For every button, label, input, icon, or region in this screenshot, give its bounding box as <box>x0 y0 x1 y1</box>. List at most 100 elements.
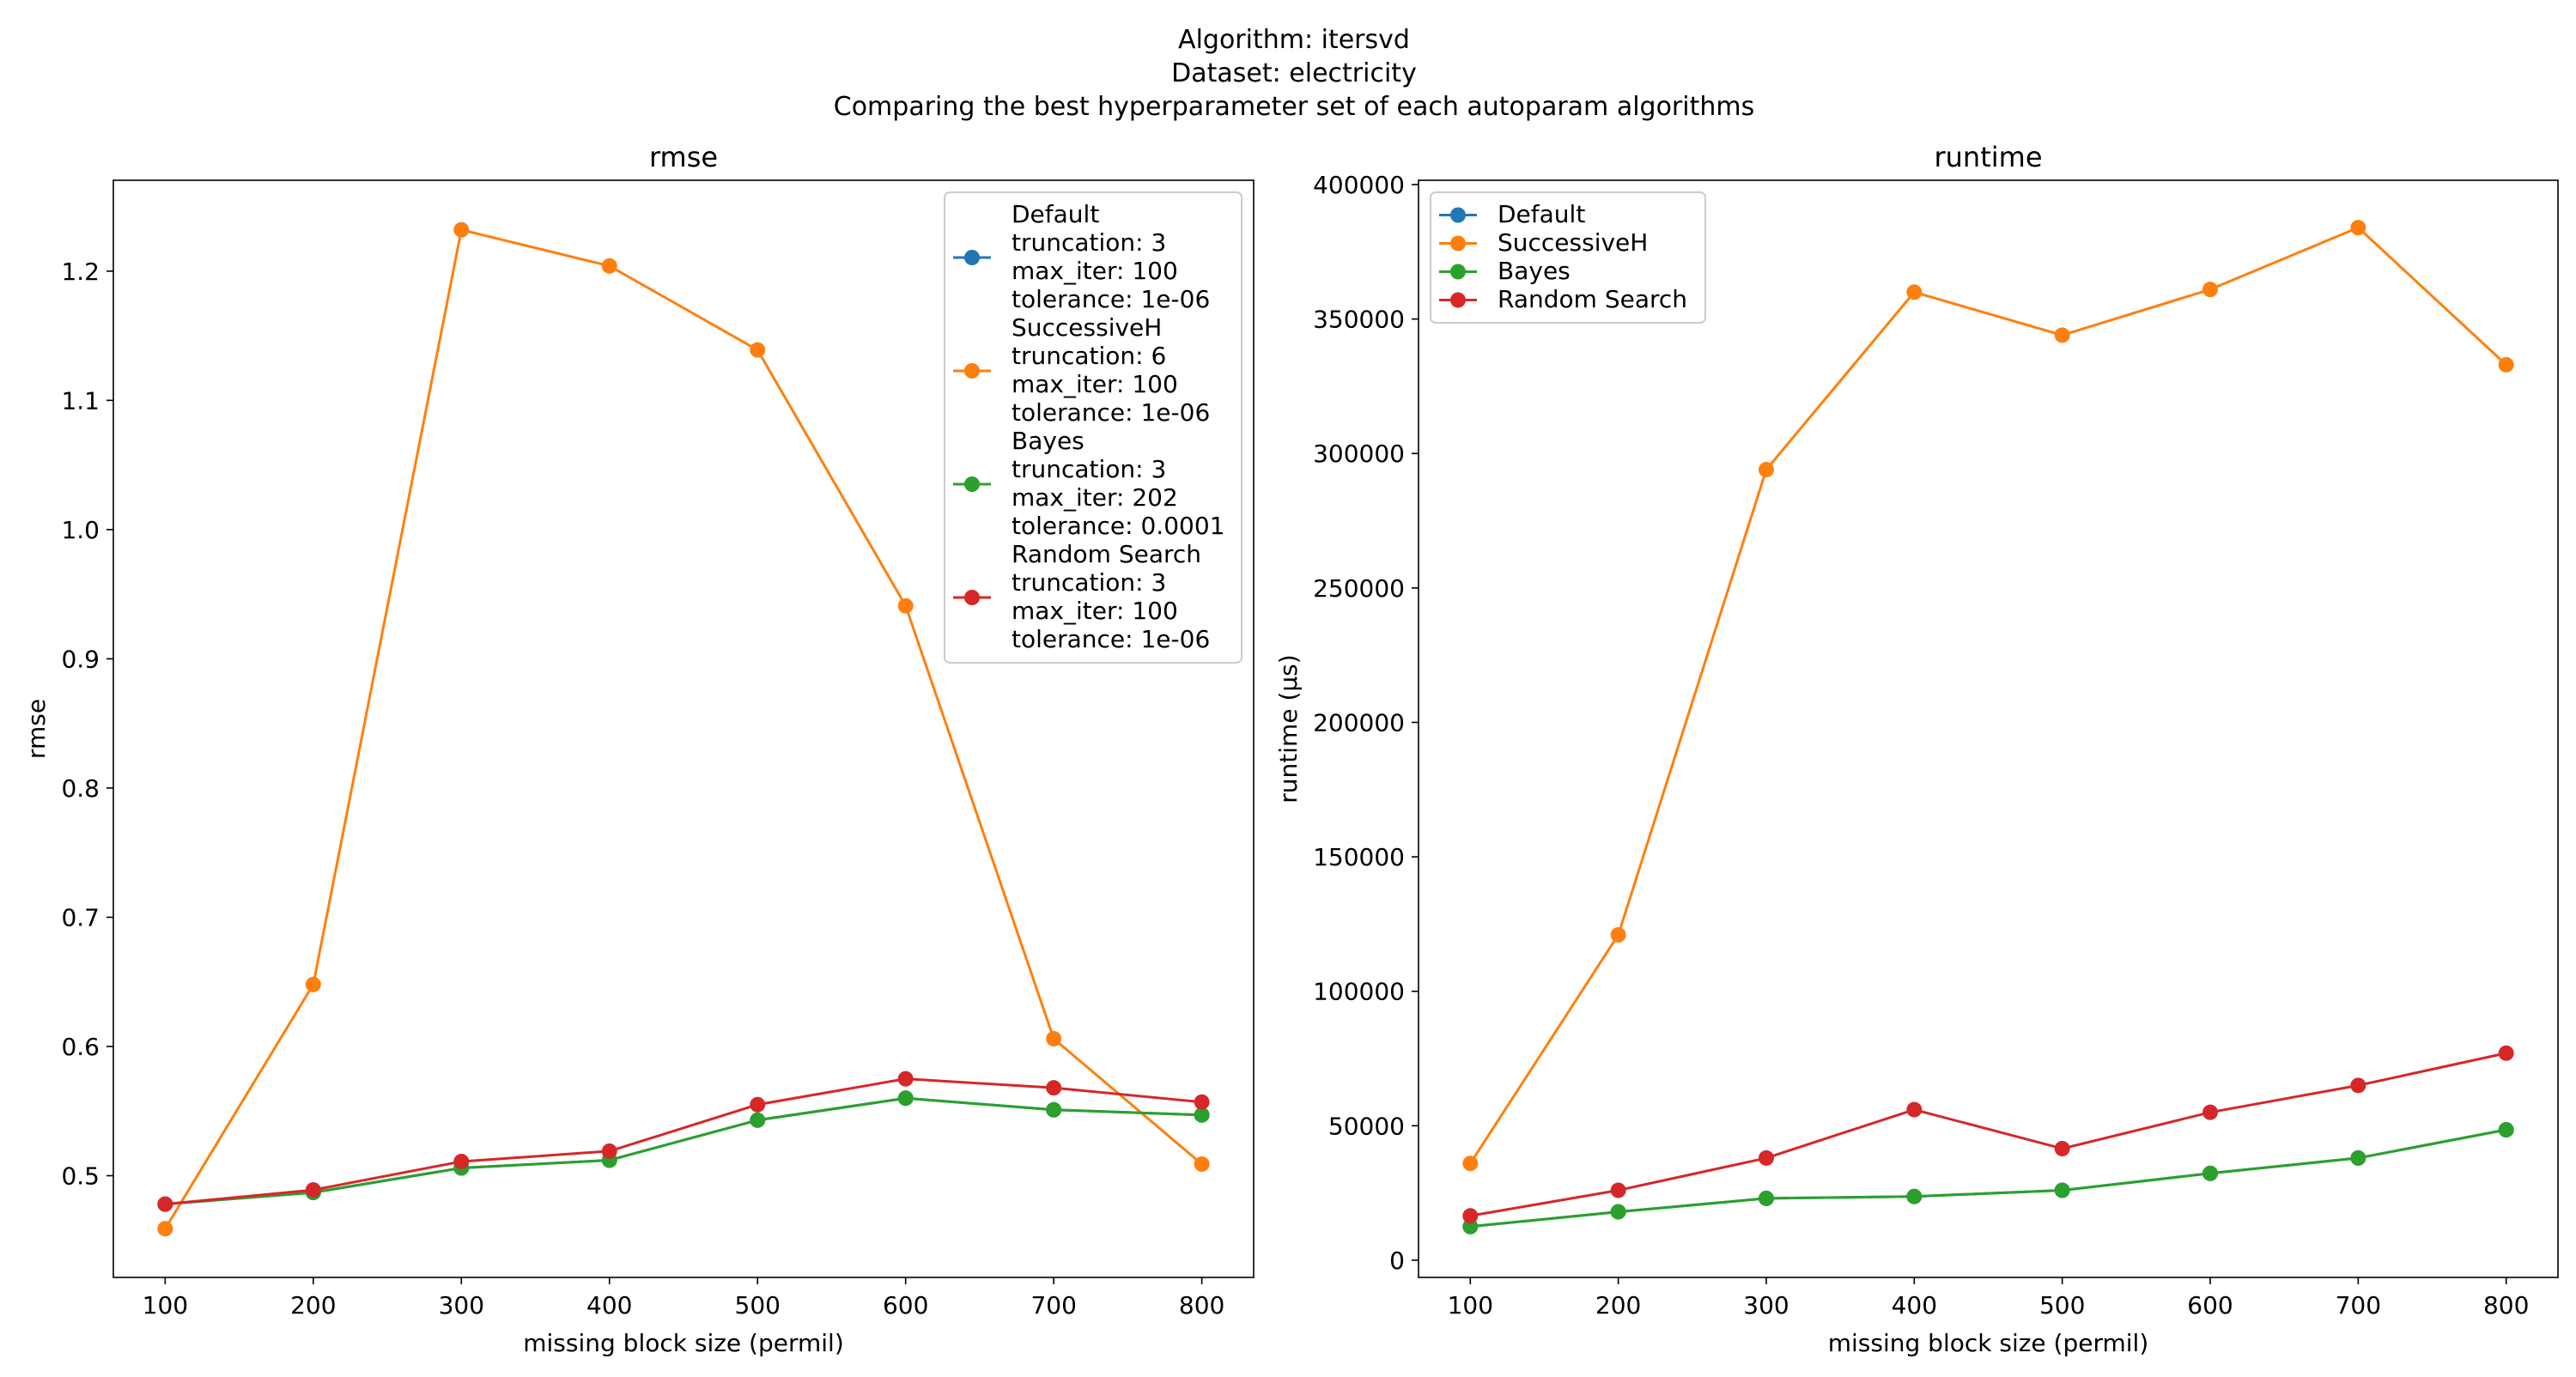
plot-frame <box>112 179 1255 1278</box>
x-tick-label: 100 <box>1448 1291 1493 1319</box>
series-line-successiveh <box>164 228 1203 1230</box>
data-point-successiveh <box>2350 220 2366 236</box>
y-tick-label: 0.7 <box>61 903 100 931</box>
x-tick-label: 400 <box>586 1291 632 1319</box>
x-tick-label: 300 <box>439 1291 484 1319</box>
data-point-bayes <box>1462 1218 1479 1234</box>
runtime-subplot: runtime 100 200 300 400 500 600 700 800 0 50000 100… <box>1274 141 2559 1357</box>
data-point-successiveh <box>1462 1156 1479 1172</box>
figure-title-line-3: Comparing the best hyperparameter set of… <box>834 92 1755 122</box>
data-point-successiveh <box>1906 284 1923 300</box>
legend-label: truncation: 3 <box>1012 568 1166 597</box>
data-point-random <box>1194 1094 1210 1110</box>
subplot-title: rmse <box>649 141 718 173</box>
data-point-successiveh <box>750 342 766 358</box>
y-tick-label: 300000 <box>1313 440 1405 468</box>
y-axis-label: runtime (µs) <box>1274 654 1303 803</box>
x-tick-label: 800 <box>1179 1291 1224 1319</box>
x-tick-label: 200 <box>290 1291 336 1319</box>
data-point-random <box>601 1143 617 1159</box>
data-point-random <box>2054 1140 2070 1156</box>
figure-title-line-1: Algorithm: itersvd <box>1178 25 1410 55</box>
y-tick-label: 1.0 <box>61 516 100 544</box>
data-point-bayes <box>1046 1101 1062 1118</box>
y-tick-label: 100000 <box>1313 978 1405 1006</box>
data-point-bayes <box>750 1112 766 1128</box>
legend-label: max_iter: 100 <box>1012 257 1178 285</box>
y-tick-label: 250000 <box>1313 574 1405 603</box>
data-point-successiveh <box>1758 462 1774 478</box>
legend-label: SuccessiveH <box>1498 228 1648 257</box>
data-point-random <box>1610 1182 1626 1198</box>
y-tick-label: 0.9 <box>61 645 100 673</box>
data-point-random <box>2498 1045 2514 1061</box>
series-line-bayes <box>165 1096 1202 1206</box>
data-point-bayes <box>1610 1204 1626 1220</box>
data-point-successiveh <box>897 598 914 614</box>
data-point-successiveh <box>1046 1030 1062 1046</box>
data-point-bayes <box>2350 1150 2366 1166</box>
legend-box <box>1430 191 1706 324</box>
legend-swatch-marker <box>1450 235 1466 252</box>
data-point-successiveh <box>1610 926 1626 943</box>
y-tick-label: 0.5 <box>61 1162 100 1191</box>
legend-label: tolerance: 1e-06 <box>1012 285 1210 313</box>
data-point-bayes <box>2054 1182 2070 1198</box>
legend-box <box>944 191 1242 664</box>
x-axis-label: missing block size (permil) <box>1828 1329 2149 1357</box>
data-point-bayes <box>1758 1190 1774 1206</box>
data-point-random <box>1758 1150 1774 1166</box>
y-tick-label: 0.8 <box>61 774 100 803</box>
legend-swatch-marker <box>1450 207 1466 223</box>
plot-frame <box>1418 179 2559 1278</box>
y-tick-label: 0 <box>1389 1247 1405 1275</box>
y-tick-label: 1.2 <box>61 258 100 286</box>
legend-entry-random: Random Search <box>1439 285 1687 313</box>
x-tick-label: 800 <box>2483 1291 2529 1319</box>
series-line-bayes <box>1470 1128 2506 1228</box>
legend-label: truncation: 3 <box>1012 228 1166 257</box>
legend-label: Bayes <box>1498 257 1571 285</box>
legend-label: truncation: 3 <box>1012 455 1166 483</box>
y-tick-label: 200000 <box>1313 708 1405 737</box>
legend-label: tolerance: 1e-06 <box>1012 625 1210 653</box>
legend-entry-default: Default <box>1439 200 1585 228</box>
figure-title-line-2: Dataset: electricity <box>1171 58 1417 88</box>
data-point-successiveh <box>157 1221 173 1237</box>
legend-label: Default <box>1498 200 1585 228</box>
plot-area <box>1419 180 2558 1277</box>
y-tick-label: 1.1 <box>61 386 100 415</box>
y-tick-label: 0.6 <box>61 1033 100 1061</box>
x-tick-label: 700 <box>2336 1291 2381 1319</box>
series-line-random <box>1470 1052 2507 1217</box>
legend-label: tolerance: 1e-06 <box>1012 398 1210 427</box>
data-point-bayes <box>897 1090 914 1107</box>
legend-label: max_iter: 202 <box>1012 483 1178 512</box>
data-point-successiveh <box>1194 1156 1210 1172</box>
data-point-random <box>157 1196 173 1212</box>
legend-swatch-marker <box>964 476 980 492</box>
data-point-random <box>453 1153 470 1169</box>
x-tick-label: 500 <box>2039 1291 2085 1319</box>
legend-swatch-marker <box>964 363 980 379</box>
series-line-successiveh <box>1469 226 2507 1165</box>
data-point-successiveh <box>2054 327 2070 343</box>
legend-label: max_iter: 100 <box>1012 370 1178 398</box>
data-point-random <box>305 1182 321 1198</box>
legend-label: Random Search <box>1012 540 1201 568</box>
legend-swatch-marker <box>964 250 980 265</box>
y-tick-label: 150000 <box>1313 843 1405 871</box>
legend-label: Default <box>1012 200 1099 228</box>
y-tick-label: 50000 <box>1328 1112 1405 1140</box>
x-tick-label: 100 <box>143 1291 188 1319</box>
data-point-bayes <box>2498 1122 2514 1138</box>
x-axis-label: missing block size (permil) <box>523 1329 844 1357</box>
data-point-bayes <box>1906 1188 1923 1204</box>
